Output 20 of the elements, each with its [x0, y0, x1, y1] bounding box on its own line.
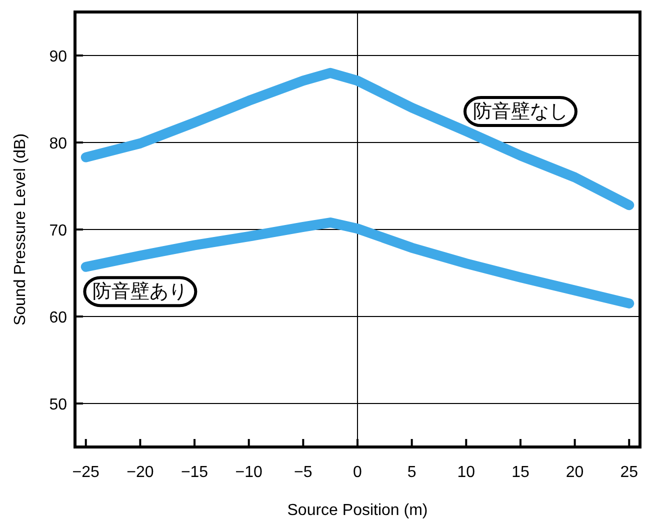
- x-tick-label: 0: [353, 464, 362, 481]
- x-tick-label: −5: [294, 464, 312, 481]
- x-tick-label: 25: [620, 464, 638, 481]
- y-tick-label: 90: [49, 48, 68, 66]
- x-axis-title: Source Position (m): [287, 502, 428, 519]
- series-label: 防音壁なし: [472, 100, 568, 123]
- y-tick-label: 80: [49, 136, 68, 152]
- x-tick-label: 20: [566, 464, 584, 481]
- x-tick-label: 15: [512, 464, 530, 481]
- y-axis-title: Sound Pressure Level (dB): [12, 133, 29, 326]
- x-tick-label: 10: [457, 464, 476, 481]
- x-tick-label: 5: [407, 464, 416, 481]
- y-tick-label: 50: [49, 396, 68, 414]
- x-tick-label: −15: [180, 464, 208, 481]
- x-tick-label: −10: [235, 464, 263, 481]
- x-tick-label: −20: [126, 464, 154, 481]
- y-tick-label: 70: [49, 222, 68, 240]
- y-tick-label: 60: [49, 310, 68, 326]
- x-tick-label: −25: [72, 464, 100, 481]
- series-label: 防音壁あり: [92, 280, 188, 303]
